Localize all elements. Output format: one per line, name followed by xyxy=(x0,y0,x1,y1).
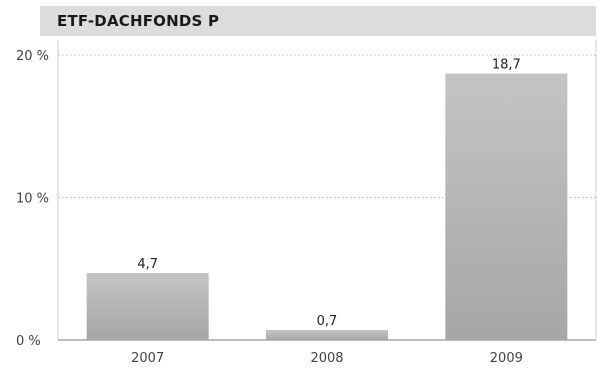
y-tick-label: 20 % xyxy=(16,49,49,64)
data-label-2008: 0,7 xyxy=(317,314,338,329)
bar-2008 xyxy=(266,330,388,340)
labels: 0 % 10 % 20 % 4,7 2007 0,7 2008 18,7 2009 xyxy=(16,49,523,366)
x-tick-label-2008: 2008 xyxy=(310,351,343,366)
x-tick-label-2009: 2009 xyxy=(490,351,523,366)
x-tick-label-2007: 2007 xyxy=(131,351,164,366)
y-tick-label: 10 % xyxy=(16,192,49,207)
bars xyxy=(86,73,568,341)
chart-title: ETF-DACHFONDS P xyxy=(40,6,596,36)
bar-2009 xyxy=(445,73,568,341)
bar-2007 xyxy=(86,273,209,340)
data-label-2007: 4,7 xyxy=(137,257,158,272)
data-label-2009: 18,7 xyxy=(492,58,521,73)
y-tick-label: 0 % xyxy=(16,334,41,349)
